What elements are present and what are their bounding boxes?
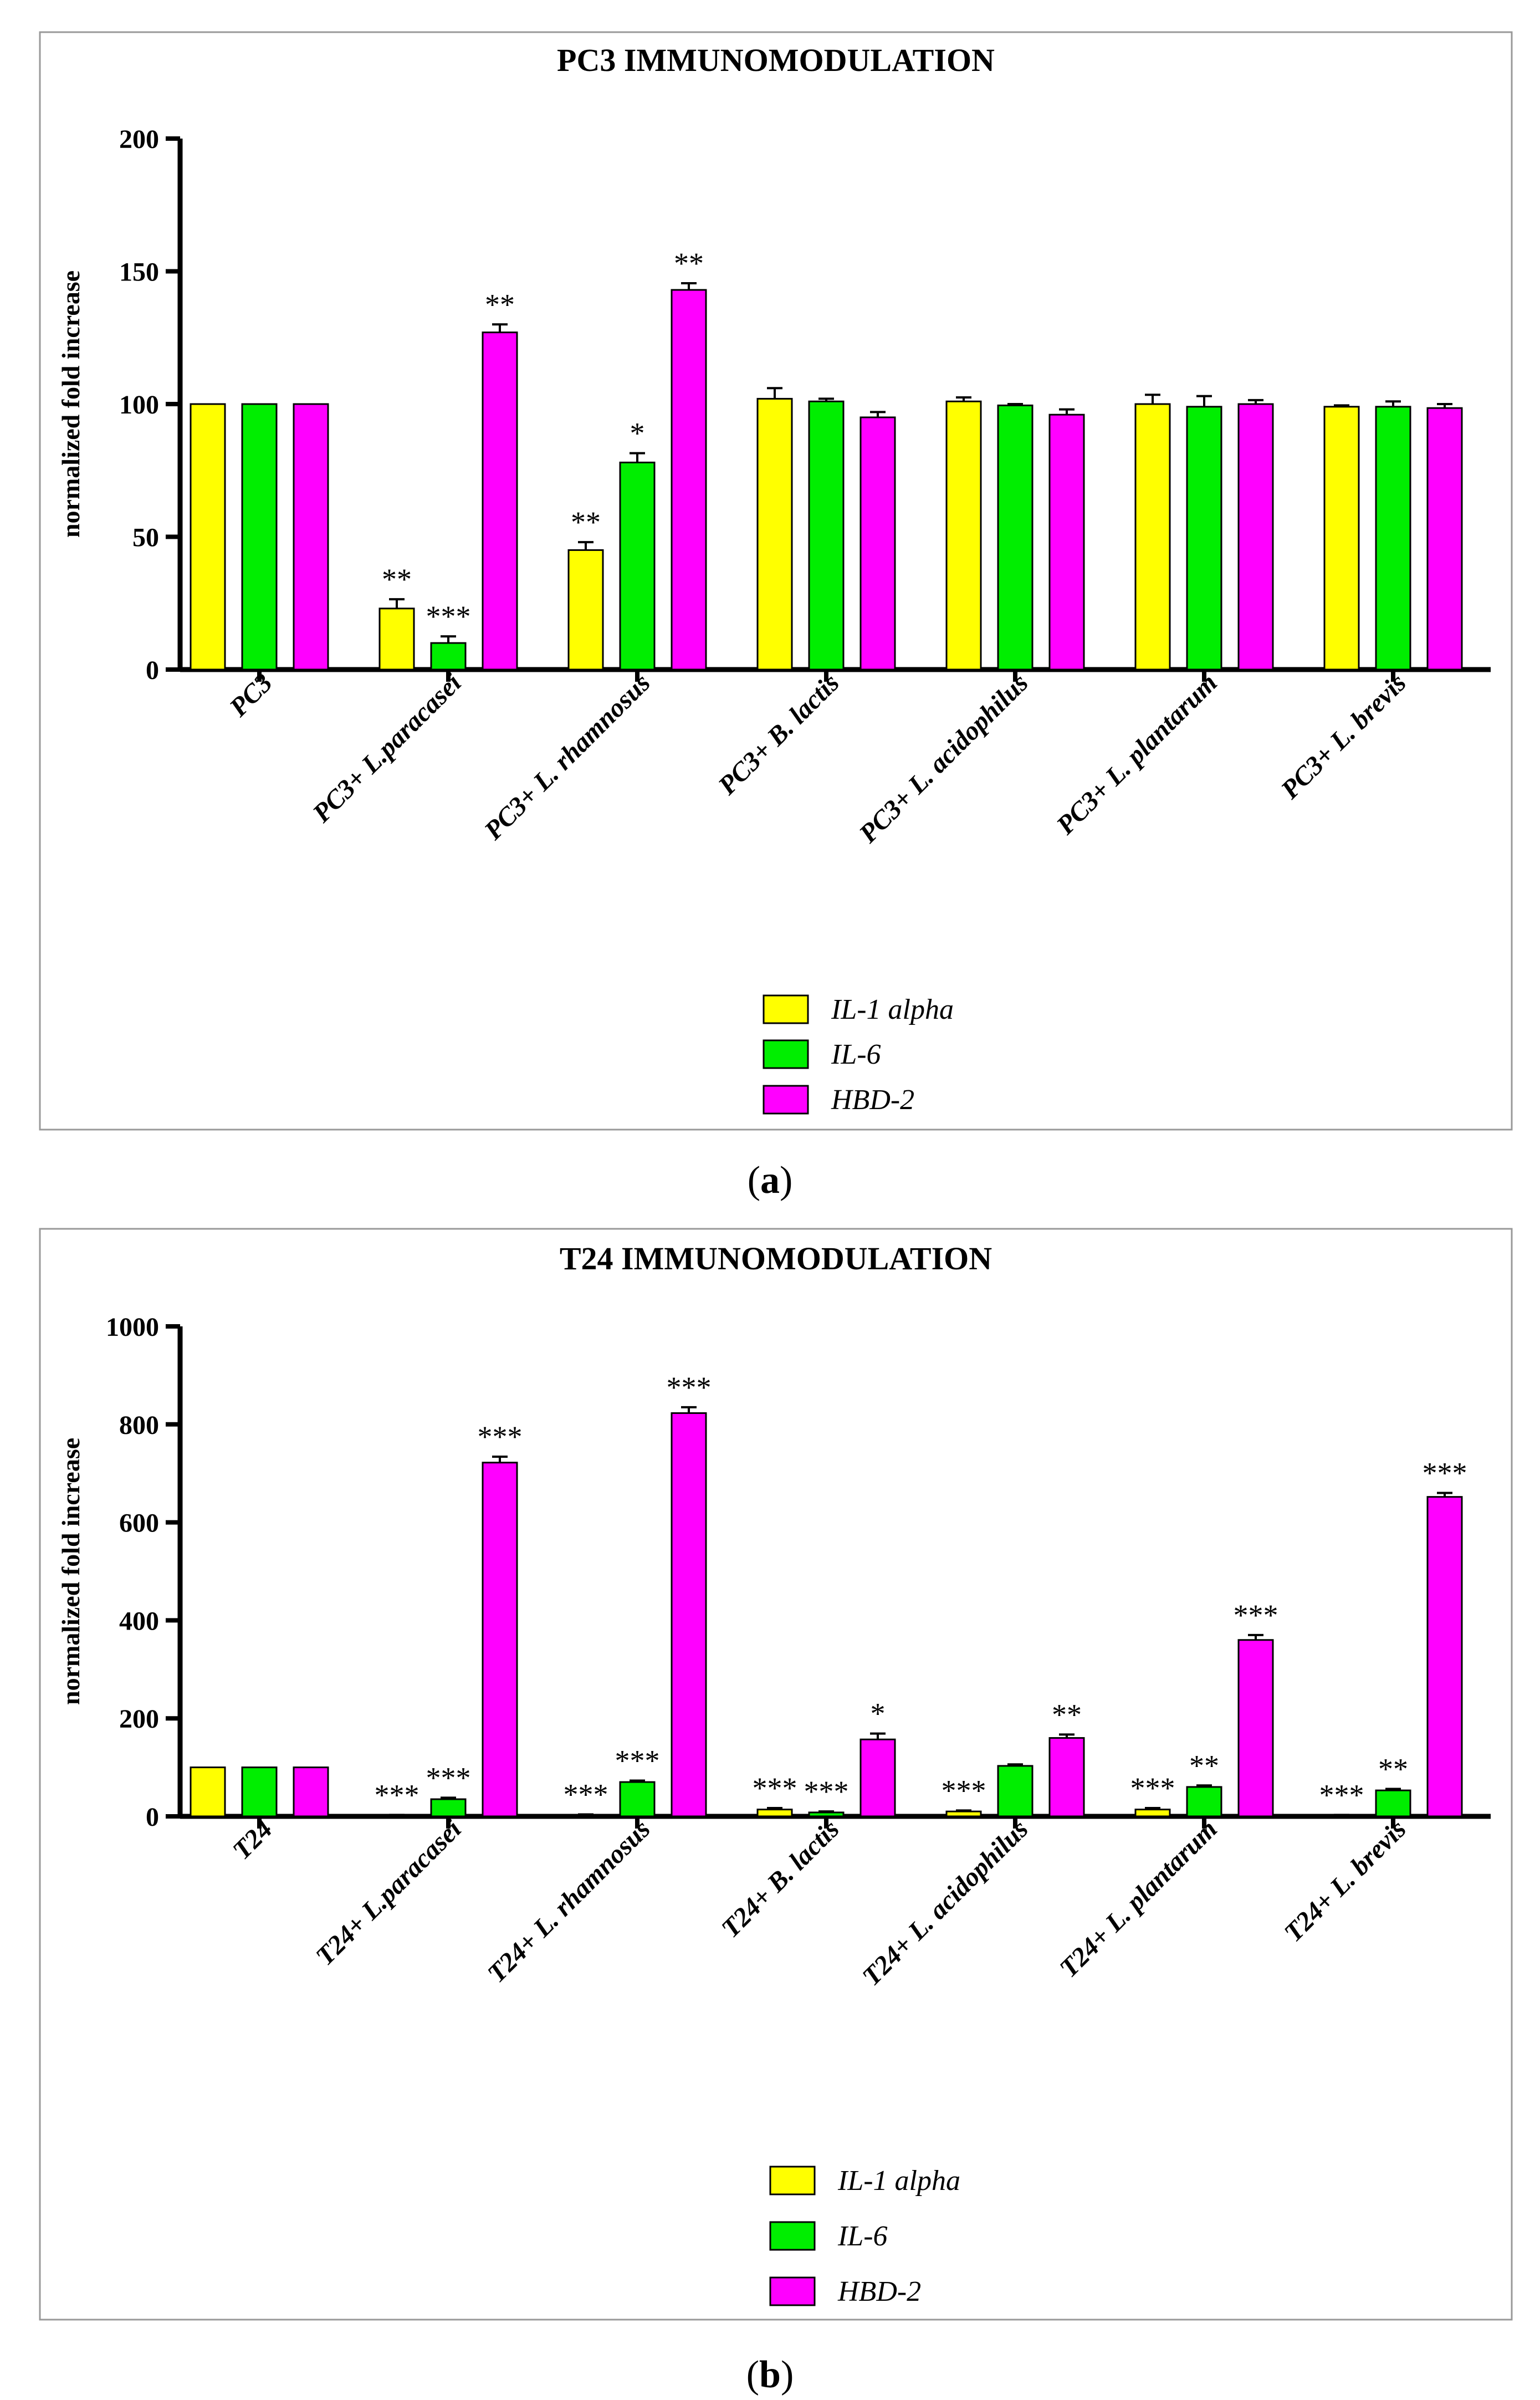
bar — [482, 331, 518, 671]
bar — [671, 289, 707, 671]
bar — [1237, 1639, 1274, 1817]
legend-swatch — [769, 2166, 816, 2195]
bar — [945, 400, 982, 671]
chart-t24: T24 IMMUNOMODULATION normalized fold incr… — [39, 1228, 1513, 2321]
y-tick-label: 100 — [119, 390, 159, 420]
significance-label: *** — [426, 1761, 471, 1794]
legend-swatch — [763, 994, 809, 1024]
bar — [190, 403, 226, 671]
significance-label: ** — [485, 288, 515, 321]
chart-title: T24 IMMUNOMODULATION — [560, 1240, 992, 1276]
bar — [190, 1766, 226, 1817]
bar — [808, 1811, 845, 1817]
significance-label: *** — [1234, 1599, 1278, 1632]
y-axis-label: normalized fold increase — [57, 270, 85, 538]
y-tick-label: 0 — [146, 1802, 159, 1832]
y-tick-label: 0 — [146, 656, 159, 685]
bar — [241, 1766, 278, 1817]
bar — [1186, 1786, 1222, 1817]
bar — [1048, 1737, 1085, 1817]
significance-label: ** — [382, 563, 412, 596]
significance-label: *** — [1423, 1457, 1467, 1490]
significance-label: *** — [667, 1371, 712, 1404]
bar — [567, 549, 604, 671]
y-axis-label: normalized fold increase — [57, 1438, 85, 1705]
bar — [430, 642, 467, 671]
significance-label: *** — [942, 1774, 986, 1807]
bar — [1375, 406, 1411, 671]
bar — [293, 403, 329, 671]
significance-label: *** — [564, 1778, 608, 1811]
bar — [1237, 403, 1274, 671]
bar — [808, 400, 845, 671]
significance-label: ** — [1189, 1749, 1219, 1782]
significance-label: ** — [674, 247, 704, 280]
significance-label: ** — [571, 505, 601, 539]
bar — [756, 397, 793, 671]
significance-label: *** — [426, 600, 471, 633]
significance-label: *** — [375, 1778, 419, 1811]
legend-label: IL-1 alpha — [831, 994, 954, 1025]
legend-label: HBD-2 — [831, 1084, 914, 1116]
bar — [756, 1809, 793, 1817]
significance-label: *** — [753, 1771, 797, 1805]
legend-label: IL-1 alpha — [837, 2165, 960, 2197]
significance-label: *** — [1130, 1771, 1175, 1805]
legend-label: IL-6 — [831, 1039, 881, 1070]
y-tick-label: 400 — [119, 1606, 159, 1636]
bar — [1134, 1809, 1171, 1817]
y-tick-label: 200 — [119, 125, 159, 154]
bar — [1048, 413, 1085, 671]
significance-label: ** — [1052, 1698, 1082, 1731]
significance-label: *** — [1319, 1778, 1364, 1811]
chart-title: PC3 IMMUNOMODULATION — [557, 42, 995, 78]
bar — [378, 607, 415, 671]
bar — [293, 1766, 329, 1817]
bar — [430, 1798, 467, 1817]
bar — [859, 1738, 896, 1817]
y-tick-label: 150 — [119, 258, 159, 287]
bar — [859, 416, 896, 671]
legend-swatch — [763, 1039, 809, 1069]
legend-swatch — [769, 2221, 816, 2251]
bar — [671, 1412, 707, 1817]
bar — [482, 1462, 518, 1817]
bar — [1426, 1496, 1463, 1817]
significance-label: *** — [478, 1420, 523, 1453]
y-tick-label: 800 — [119, 1411, 159, 1440]
bar — [619, 1781, 656, 1817]
significance-label: *** — [804, 1775, 849, 1808]
bar — [997, 1765, 1034, 1817]
bar — [1134, 403, 1171, 671]
bar — [241, 403, 278, 671]
legend-label: IL-6 — [837, 2220, 888, 2252]
bar — [997, 404, 1034, 671]
bar — [1426, 407, 1463, 671]
significance-label: *** — [615, 1744, 660, 1777]
y-tick-label: 50 — [132, 523, 159, 553]
chart-pc3: PC3 IMMUNOMODULATION normalized fold incr… — [39, 31, 1513, 1131]
bar — [619, 461, 656, 671]
bar — [1375, 1789, 1411, 1817]
legend-swatch — [763, 1085, 809, 1115]
bar — [945, 1810, 982, 1817]
legend-swatch — [769, 2276, 816, 2306]
y-tick-label: 1000 — [106, 1313, 159, 1342]
y-tick-label: 600 — [119, 1509, 159, 1538]
y-tick-label: 200 — [119, 1704, 159, 1734]
legend-label: HBD-2 — [837, 2276, 921, 2307]
significance-label: * — [630, 417, 645, 450]
panel-caption-a: (a) — [747, 1159, 793, 1202]
bar — [1186, 406, 1222, 671]
panel-caption-b: (b) — [746, 2353, 794, 2396]
bar — [1323, 406, 1360, 671]
significance-label: * — [871, 1697, 886, 1730]
significance-label: ** — [1378, 1752, 1408, 1785]
